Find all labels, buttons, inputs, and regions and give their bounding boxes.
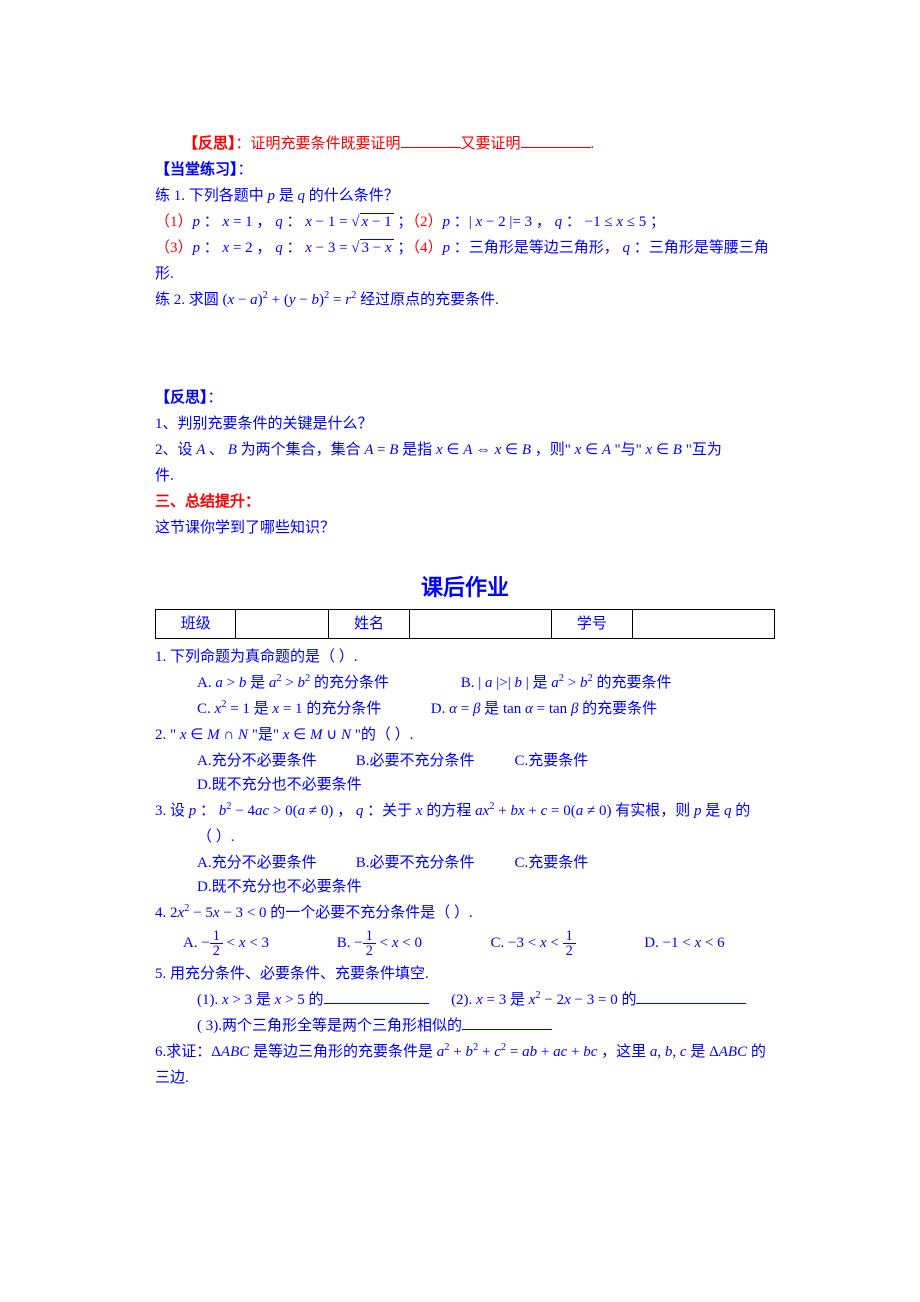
hw1-opts1: A. a > b 是 a2 > b2 的充分条件 B. | a |>| b | … [155, 671, 775, 695]
ex1-row3: 形. [155, 262, 775, 286]
blank [462, 1014, 552, 1030]
hw3-D: D.既不充分也不必要条件 [197, 875, 362, 899]
reflection2-header: 【反思】： [155, 386, 775, 410]
blank [636, 988, 746, 1004]
reflection2-q2: 2、设 A 、 B 为两个集合，集合 A = B 是指 x ∈ A ⇔ x ∈ … [155, 438, 775, 462]
hw5-row1: (1). x > 3 是 x > 5 的 (2). x = 3 是 x2 − 2… [155, 988, 775, 1012]
reflection1-text-a: ：证明充要条件既要证明 [236, 136, 401, 152]
reflection2-colon: ： [208, 390, 223, 406]
ex1-item2-num: （2） [412, 214, 442, 230]
practice-colon: ： [238, 162, 253, 178]
summary-heading: 三、总结提升： [155, 490, 775, 514]
homework-title: 课后作业 [155, 570, 775, 605]
hw3-C: C.充要条件 [515, 851, 625, 875]
blank [521, 132, 591, 148]
hw4-stem: 4. 2x2 − 5x − 3 < 0 的一个必要不充分条件是（ ）. [155, 901, 775, 925]
ex1-stem: 练 1. 下列各题中 p 是 q 的什么条件？ [155, 184, 775, 208]
t: A [196, 442, 209, 458]
gap [155, 314, 775, 384]
hw6-tail: 三边. [155, 1066, 775, 1090]
ex1-p: p [268, 188, 276, 204]
reflection2-q2-tail: 件. [155, 464, 775, 488]
reflection1-text-b: 又要证明 [461, 136, 521, 152]
t: 是 [690, 1044, 709, 1060]
t: 的 [751, 1044, 766, 1060]
t: ( 3).两个三角形全等是两个三角形相似的 [197, 1018, 462, 1034]
hw6: 6.求证：ΔABC 是等边三角形的充要条件是 a2 + b2 + c2 = ab… [155, 1040, 775, 1064]
t: 、 [209, 442, 228, 458]
hw3-stem: 3. 设 p ： b2 − 4ac > 0(a ≠ 0) ， q ：关于 x 的… [155, 799, 775, 823]
t: 为两个集合，集合 [241, 442, 365, 458]
hw3-B: B.必要不充分条件 [356, 851, 511, 875]
th-class: 班级 [156, 610, 236, 639]
ex1-item4-num: （4） [412, 240, 442, 256]
t: 是等边三角形的充要条件是 [253, 1044, 437, 1060]
ex1-item1-num: （1） [155, 214, 193, 230]
th-name: 姓名 [329, 610, 409, 639]
hw3-A: A.充分不必要条件 [197, 851, 352, 875]
ex1-row2: （3）p ： x = 2 ， q ： x − 3 = √3 − x ；（4）p … [155, 236, 775, 260]
hw5-row2: ( 3).两个三角形全等是两个三角形相似的 [155, 1014, 775, 1038]
reflection2-label: 【反思】 [155, 390, 208, 406]
blank [324, 988, 429, 1004]
gap [155, 542, 775, 562]
th-id: 学号 [552, 610, 632, 639]
ex1-row1: （1）p ： x = 1 ， q ： x − 1 = √x − 1 ；（2）p … [155, 210, 775, 234]
t: 6.求证： [155, 1044, 211, 1060]
ex1-intro-a: 练 1. 下列各题中 [155, 188, 268, 204]
practice-label: 【当堂练习】 [155, 162, 238, 178]
ex1-item1-body: p [193, 214, 204, 230]
hw4-opts: A. −12 < x < 3 B. −12 < x < 0 C. −3 < x … [155, 927, 775, 960]
hw1-C: C. x2 = 1 是 x = 1 的充分条件 [197, 697, 427, 721]
reflection1-period: . [591, 136, 595, 152]
t: (1). [197, 992, 222, 1008]
header-table: 班级 姓名 学号 [155, 609, 775, 639]
reflection1-line: 【反思】：证明充要条件既要证明 又要证明. [155, 132, 775, 156]
hw2-B: B.必要不充分条件 [356, 749, 511, 773]
hw1-opts2: C. x2 = 1 是 x = 1 的充分条件 D. α = β 是 tan α… [155, 697, 775, 721]
td-class-val [236, 610, 329, 639]
hw1-D: D. α = β 是 tan α = tan β 的充要条件 [431, 697, 657, 721]
hw4-B: B. −12 < x < 0 [337, 927, 487, 960]
hw1-stem: 1. 下列命题为真命题的是（ ）. [155, 645, 775, 669]
reflection1-label: 【反思】 [183, 136, 236, 152]
hw4-D: D. −1 < x < 6 [644, 927, 724, 960]
ex1-intro-b: 是 [275, 188, 298, 204]
ex2-text-b: 经过原点的充要条件. [356, 292, 499, 308]
hw3-opts: A.充分不必要条件 B.必要不充分条件 C.充要条件 D.既不充分也不必要条件 [155, 851, 775, 899]
hw2-stem: 2. " x ∈ M ∩ N "是" x ∈ M ∪ N "的（ ）. [155, 723, 775, 747]
ex2: 练 2. 求圆 (x − a)2 + (y − b)2 = r2 经过原点的充要… [155, 288, 775, 312]
hw2-D: D.既不充分也不必要条件 [197, 773, 362, 797]
ex2-text-a: 练 2. 求圆 [155, 292, 223, 308]
ex1-intro-c: 的什么条件？ [305, 188, 399, 204]
hw1-A: A. a > b 是 a2 > b2 的充分条件 [197, 671, 457, 695]
hw2-opts: A.充分不必要条件 B.必要不充分条件 C.充要条件 D.既不充分也不必要条件 [155, 749, 775, 797]
hw4-C: C. −3 < x < 12 [491, 927, 641, 960]
t: (2). [451, 992, 476, 1008]
hw5-stem: 5. 用充分条件、必要条件、充要条件填空. [155, 962, 775, 986]
t: B [228, 442, 241, 458]
blank [401, 132, 461, 148]
practice-header: 【当堂练习】： [155, 158, 775, 182]
hw2-A: A.充分不必要条件 [197, 749, 352, 773]
reflection2-q1: 1、判别充要条件的关键是什么？ [155, 412, 775, 436]
summary-text: 这节课你学到了哪些知识？ [155, 516, 775, 540]
hw1-B: B. | a |>| b | 是 a2 > b2 的充要条件 [461, 671, 672, 695]
hw2-C: C.充要条件 [515, 749, 635, 773]
t: ，则" [535, 442, 575, 458]
hw4-A: A. −12 < x < 3 [183, 927, 333, 960]
hw3-paren: （ ）. [155, 825, 775, 849]
t: "互为 [686, 442, 722, 458]
t: ，这里 [601, 1044, 650, 1060]
t: 2、设 [155, 442, 196, 458]
td-id-val [632, 610, 774, 639]
ex1-item3-num: （3） [155, 240, 193, 256]
t: 是指 [402, 442, 436, 458]
ex1-q: q [298, 188, 306, 204]
document-page: 【反思】：证明充要条件既要证明又要证明. 【当堂练习】： 练 1. 下列各题中 … [0, 0, 920, 1132]
t: "与" [615, 442, 646, 458]
td-name-val [409, 610, 551, 639]
